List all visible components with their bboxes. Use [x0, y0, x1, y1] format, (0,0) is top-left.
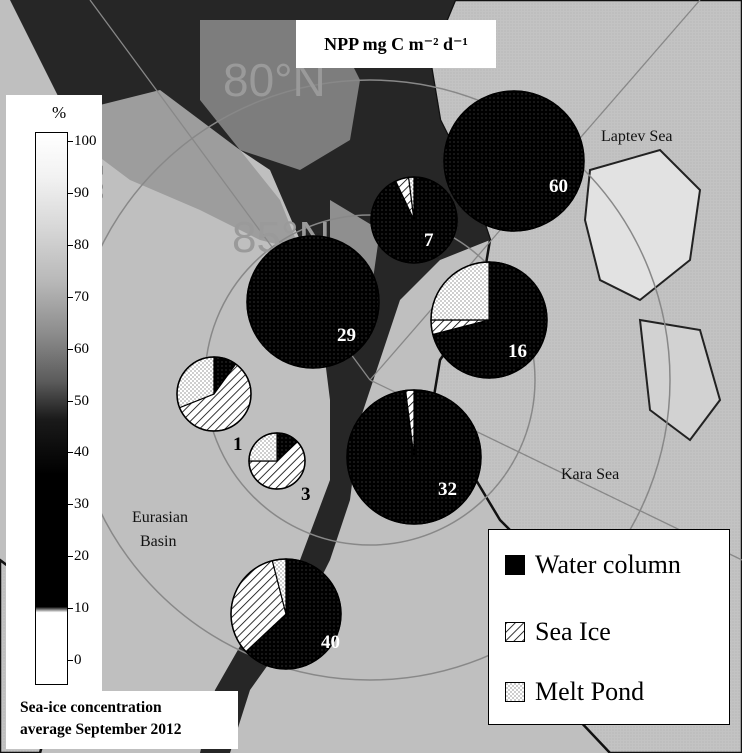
legend: Water column Sea Ice Melt Pond: [488, 529, 730, 725]
colorbar-tick-label: 70: [74, 288, 89, 305]
colorbar-tick-label: 50: [74, 392, 89, 409]
pie-outline: [248, 432, 306, 490]
colorbar-unit: %: [52, 103, 67, 122]
pie-value-label: 29: [337, 325, 356, 346]
pie-value-label: 7: [424, 230, 434, 251]
figure-title: NPP mg C m⁻² d⁻¹: [296, 20, 496, 68]
legend-item-melt: Melt Pond: [505, 677, 644, 707]
pie-value-label: 40: [321, 632, 340, 653]
place-label-eurasian: Eurasian: [132, 509, 188, 526]
pie-value-label: 60: [549, 176, 568, 197]
legend-swatch-ice: [505, 622, 525, 642]
colorbar-tick-mark: [68, 400, 73, 402]
legend-swatch-melt: [505, 682, 525, 702]
station-pie: [246, 235, 380, 369]
legend-label-water: Water column: [535, 550, 681, 579]
station-pie: [230, 558, 342, 670]
legend-label-ice: Sea Ice: [535, 617, 611, 646]
pie-value-label: 32: [438, 479, 457, 500]
colorbar-tick-label: 30: [74, 496, 89, 513]
colorbar-tick-mark: [68, 556, 73, 558]
station-pie: [346, 389, 482, 525]
island: [638, 318, 722, 442]
colorbar-tick-label: 20: [74, 548, 89, 565]
station-pies: [176, 90, 585, 670]
place-label-laptev: Laptev Sea: [601, 128, 673, 145]
legend-swatch-water: [505, 555, 525, 575]
colorbar-tick-mark: [68, 504, 73, 506]
station-pie: [370, 176, 458, 264]
map-caption: Sea-ice concentration average September …: [6, 691, 238, 749]
pie-outline: [443, 90, 585, 232]
colorbar-tick-mark: [68, 141, 73, 142]
pie-outline: [430, 261, 548, 379]
place-label-kara: Kara Sea: [561, 466, 620, 483]
pie-outline: [246, 235, 380, 369]
pie-outline: [230, 558, 342, 670]
colorbar-tick-mark: [68, 296, 73, 298]
legend-item-ice: Sea Ice: [505, 617, 611, 647]
station-pie: [430, 261, 548, 379]
caption-line-1: Sea-ice concentration: [20, 699, 162, 716]
colorbar-tick-mark: [68, 348, 73, 350]
legend-item-water: Water column: [505, 550, 681, 580]
station-pie: [248, 432, 306, 490]
colorbar-tick-label: 60: [74, 340, 89, 357]
pack-ice: [10, 0, 490, 753]
pie-outline: [176, 356, 252, 432]
colorbar: [35, 132, 68, 685]
colorbar-tick-label: 40: [74, 444, 89, 461]
colorbar-tick-label: 0: [74, 652, 82, 668]
colorbar-tick-mark: [68, 608, 73, 610]
pie-value-label: 1: [233, 434, 243, 455]
colorbar-tick-mark: [68, 192, 73, 194]
colorbar-tick-mark: [68, 244, 73, 246]
station-pie: [443, 90, 585, 232]
colorbar-tick-mark: [68, 452, 73, 454]
pie-outline: [370, 176, 458, 264]
colorbar-tick-label: 90: [74, 184, 89, 201]
colorbar-tick-mark: [68, 660, 73, 661]
place-label-basin: Basin: [140, 533, 177, 550]
pie-value-label: 3: [301, 484, 311, 505]
colorbar-tick-label: 80: [74, 236, 89, 253]
colorbar-tick-label: 100: [74, 133, 97, 149]
pie-outline: [346, 389, 482, 525]
island: [583, 148, 702, 302]
legend-label-melt: Melt Pond: [535, 677, 645, 706]
colorbar-tick-label: 10: [74, 600, 89, 617]
station-pie: [176, 356, 252, 432]
caption-line-2: average September 2012: [20, 721, 182, 738]
pie-value-label: 16: [508, 341, 527, 362]
